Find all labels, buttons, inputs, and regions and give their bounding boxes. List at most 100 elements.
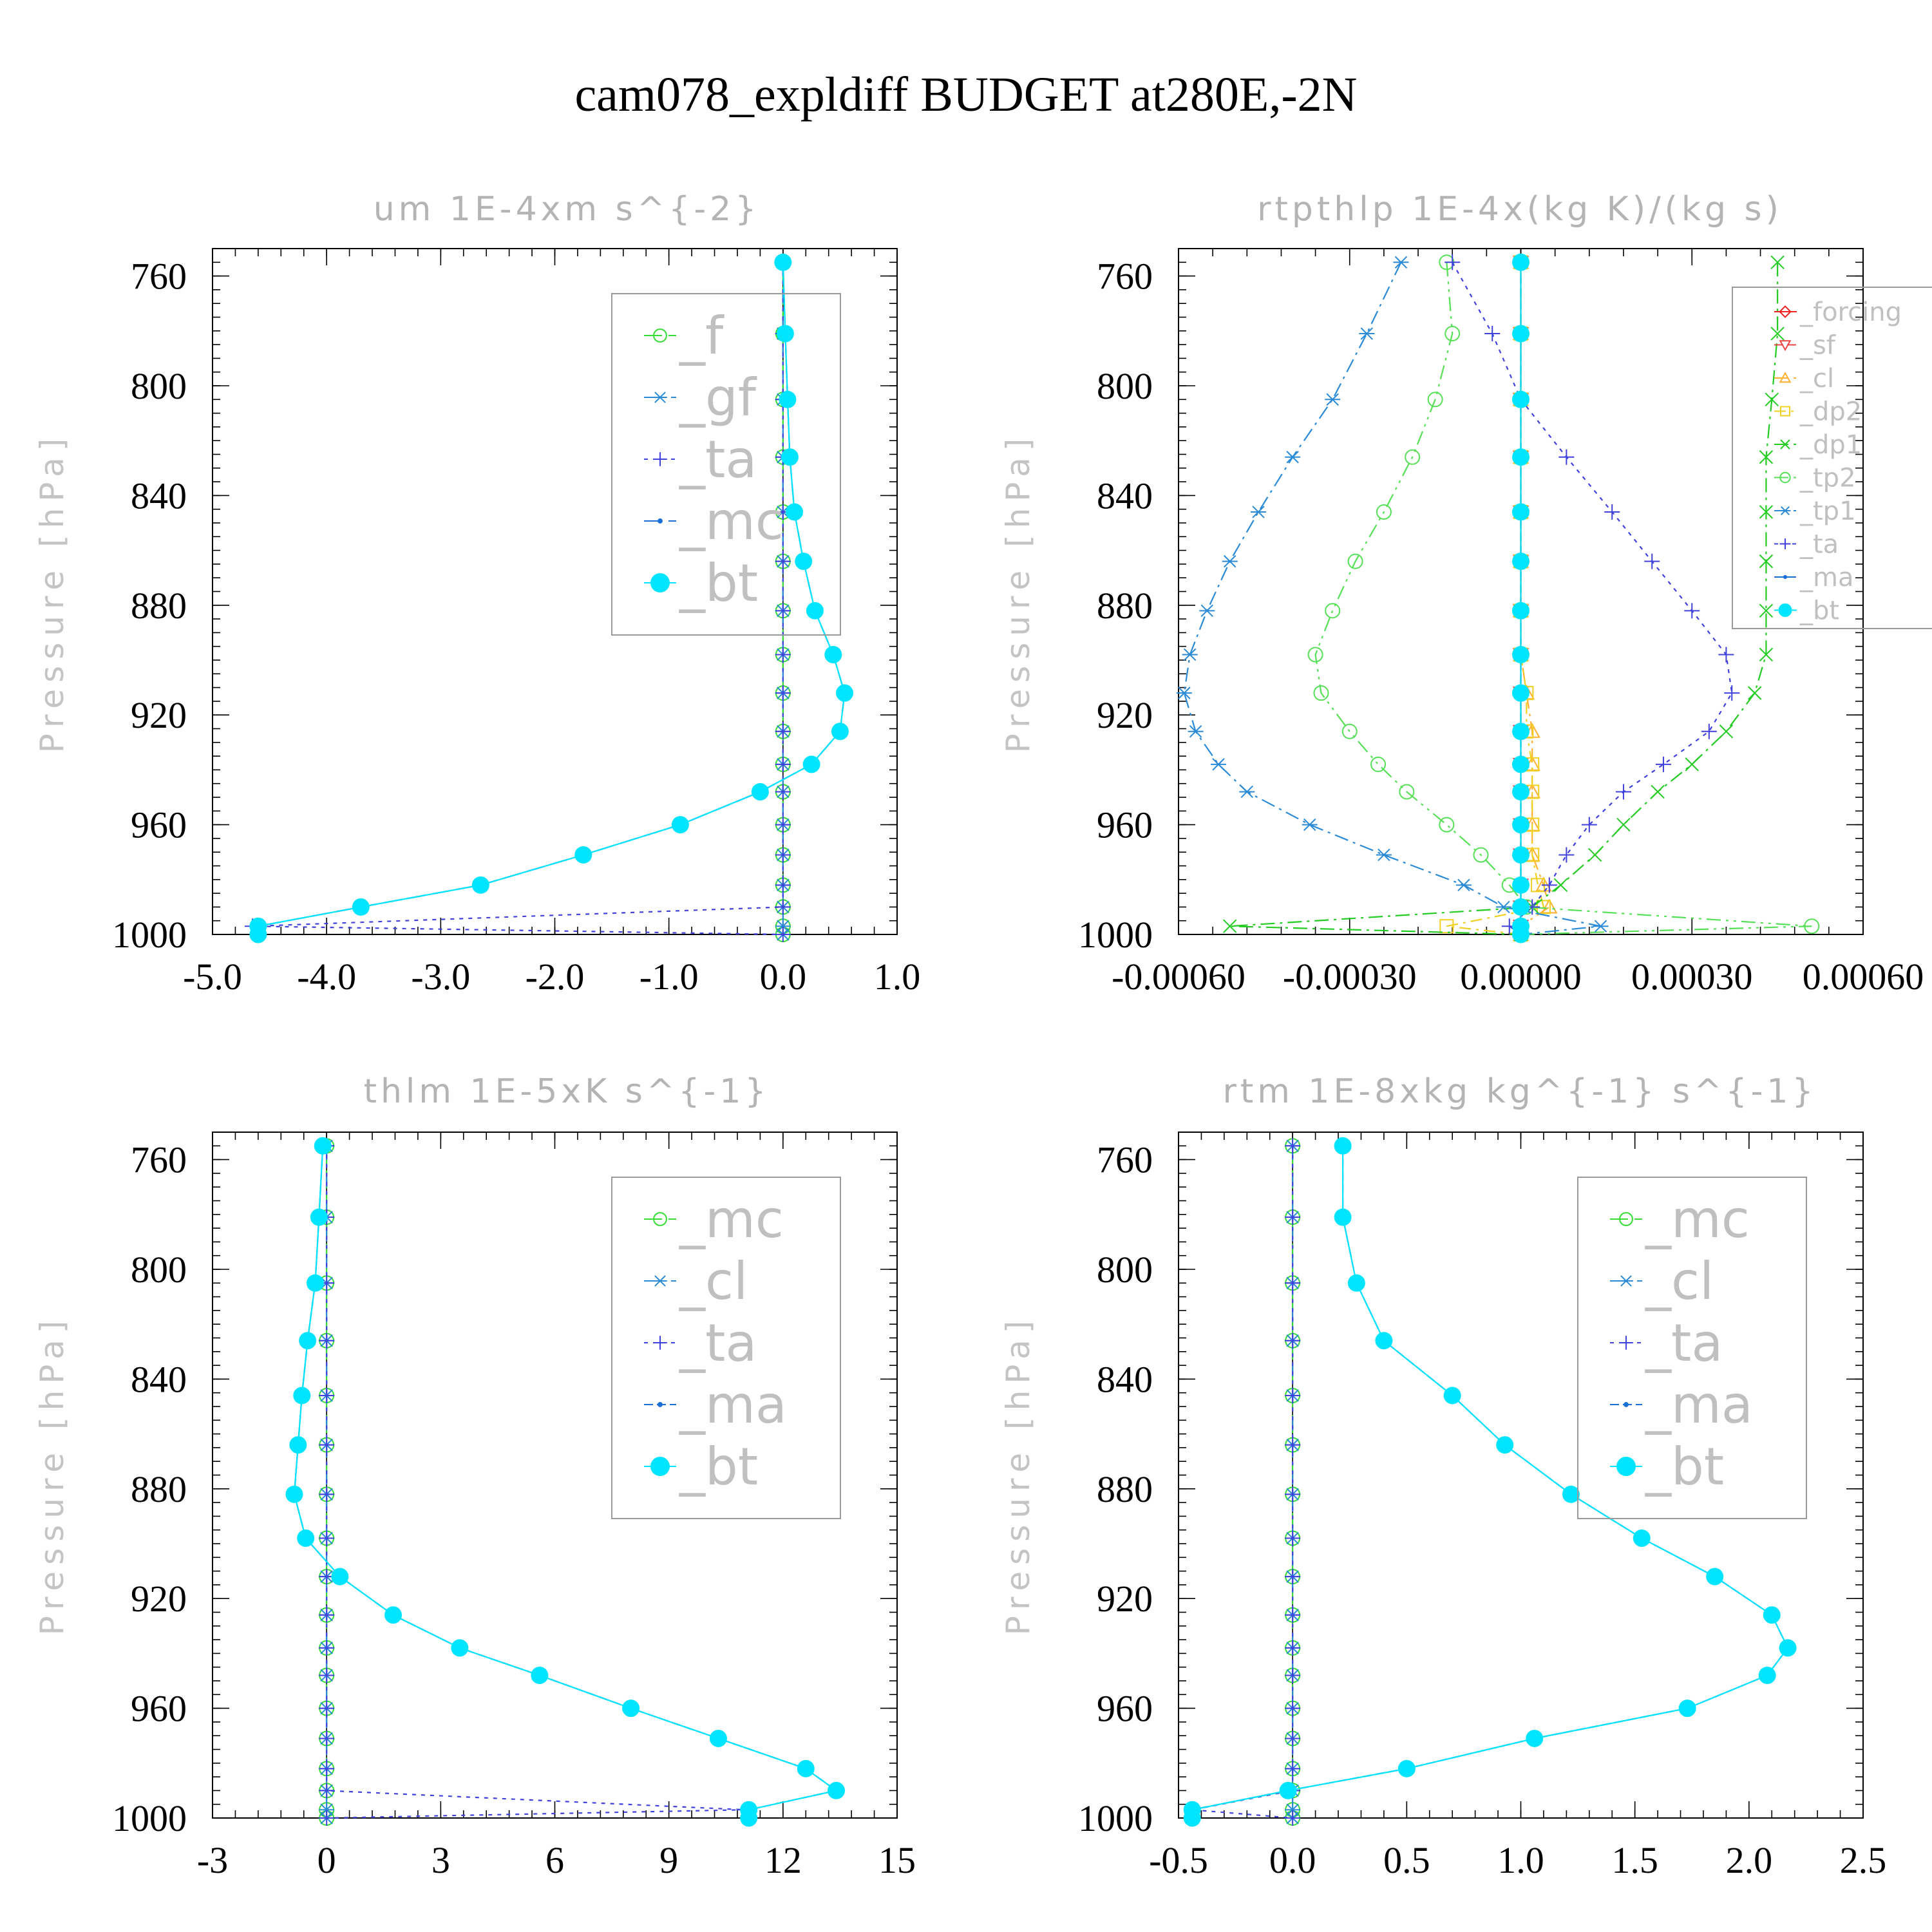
y-tick-label: 960 xyxy=(1097,1688,1153,1730)
x-tick-label: -1.0 xyxy=(639,956,699,998)
data-point xyxy=(1512,503,1530,521)
y-tick-label: 800 xyxy=(1097,365,1153,407)
legend-marker xyxy=(1780,439,1790,450)
legend-marker xyxy=(1619,1275,1633,1287)
data-point xyxy=(1558,847,1575,863)
data-point xyxy=(331,1567,349,1586)
legend-marker xyxy=(1619,1212,1633,1226)
legend-marker xyxy=(1783,574,1788,580)
series-line xyxy=(257,262,846,934)
data-point xyxy=(1512,782,1530,800)
data-point xyxy=(1285,1640,1301,1656)
x-tick-label: -4.0 xyxy=(297,956,356,998)
legend-label: _bt xyxy=(679,1437,758,1497)
data-point xyxy=(310,1208,328,1226)
data-point xyxy=(1759,647,1774,662)
data-point xyxy=(1587,848,1602,862)
data-point xyxy=(471,876,489,894)
data-point xyxy=(1512,846,1530,864)
legend: _mc_cl_ta_ma_bt xyxy=(1577,1177,1807,1519)
x-tick-label: -0.00060 xyxy=(1112,956,1245,998)
data-point xyxy=(1199,604,1215,618)
data-point xyxy=(1239,785,1255,799)
data-point xyxy=(1359,327,1375,340)
legend-label: _ma xyxy=(1799,563,1853,592)
data-point xyxy=(802,755,820,773)
series-group xyxy=(245,253,854,943)
data-point xyxy=(574,846,592,864)
legend-marker xyxy=(653,392,667,403)
y-tick-label: 760 xyxy=(1097,256,1153,298)
x-tick-label: 0.00060 xyxy=(1803,956,1924,998)
data-point xyxy=(1313,685,1329,701)
legend-marker xyxy=(650,573,670,592)
legend-label: _sf xyxy=(1799,331,1836,361)
y-tick-label: 880 xyxy=(131,585,187,627)
data-point xyxy=(775,927,791,942)
legend-label: _bt xyxy=(1799,596,1839,626)
data-point xyxy=(775,685,791,701)
x-tick-label: -0.5 xyxy=(1149,1839,1208,1881)
y-tick-label: 920 xyxy=(1097,1578,1153,1620)
data-point xyxy=(1183,1809,1201,1827)
series-ta xyxy=(1184,1138,1301,1826)
y-tick-label: 760 xyxy=(131,256,187,298)
data-point xyxy=(1307,647,1323,663)
data-point xyxy=(1473,847,1489,863)
data-point xyxy=(1759,554,1774,569)
y-tick-label: 800 xyxy=(1097,1249,1153,1291)
data-point xyxy=(319,1730,335,1747)
data-point xyxy=(1804,918,1820,934)
x-tick-label: -2.0 xyxy=(526,956,585,998)
data-point xyxy=(1496,1436,1514,1454)
y-tick-label: 1000 xyxy=(112,914,187,956)
data-point xyxy=(1285,1530,1301,1546)
y-tick-label: 760 xyxy=(1097,1139,1153,1181)
legend-entry: _tp2 xyxy=(1774,464,1856,493)
legend-entry: _cl xyxy=(644,1251,748,1311)
data-point xyxy=(1405,449,1421,465)
data-point xyxy=(1439,817,1455,833)
legend-entry: _forcing xyxy=(1774,298,1902,327)
legend-entry: _mc xyxy=(644,491,784,551)
data-point xyxy=(1779,1639,1797,1657)
data-point xyxy=(297,1529,315,1547)
data-point xyxy=(1770,327,1785,341)
data-point xyxy=(1399,784,1415,800)
data-point xyxy=(1759,603,1774,618)
x-tick-label: 0.00030 xyxy=(1631,956,1753,998)
y-tick-label: 760 xyxy=(131,1139,187,1181)
data-point xyxy=(1512,755,1530,773)
legend-entry: _bt xyxy=(644,553,758,613)
data-point xyxy=(1512,876,1530,894)
data-point xyxy=(1285,1667,1301,1683)
legend-label: _ta xyxy=(679,1313,757,1373)
legend-marker xyxy=(658,518,663,524)
series-line xyxy=(1452,261,1733,935)
data-point xyxy=(1655,756,1671,772)
data-point xyxy=(775,647,791,663)
data-point xyxy=(1341,723,1358,739)
data-point xyxy=(1495,900,1511,914)
data-point xyxy=(1719,724,1734,739)
data-point xyxy=(1770,255,1785,270)
data-point xyxy=(1581,817,1597,833)
legend-label: _ta xyxy=(1645,1313,1723,1373)
data-point xyxy=(774,253,792,271)
legend-label: _dp1 xyxy=(1799,430,1862,460)
data-point xyxy=(289,1436,307,1454)
data-point xyxy=(1444,254,1461,270)
series-line xyxy=(1314,262,1812,936)
data-point xyxy=(1512,925,1530,943)
figure-title: cam078_expldiff BUDGET at280E,-2N xyxy=(574,68,1357,122)
y-axis-label: Pressure [hPa] xyxy=(33,432,71,753)
legend-marker xyxy=(1616,1457,1636,1476)
y-axis-label: Pressure [hPa] xyxy=(33,1314,71,1636)
series-tp1 xyxy=(1176,256,1609,941)
legend-marker xyxy=(1779,340,1792,352)
data-point xyxy=(1512,684,1530,702)
data-point xyxy=(1285,1486,1301,1502)
legend-marker xyxy=(653,328,667,343)
data-point xyxy=(1285,1761,1301,1777)
